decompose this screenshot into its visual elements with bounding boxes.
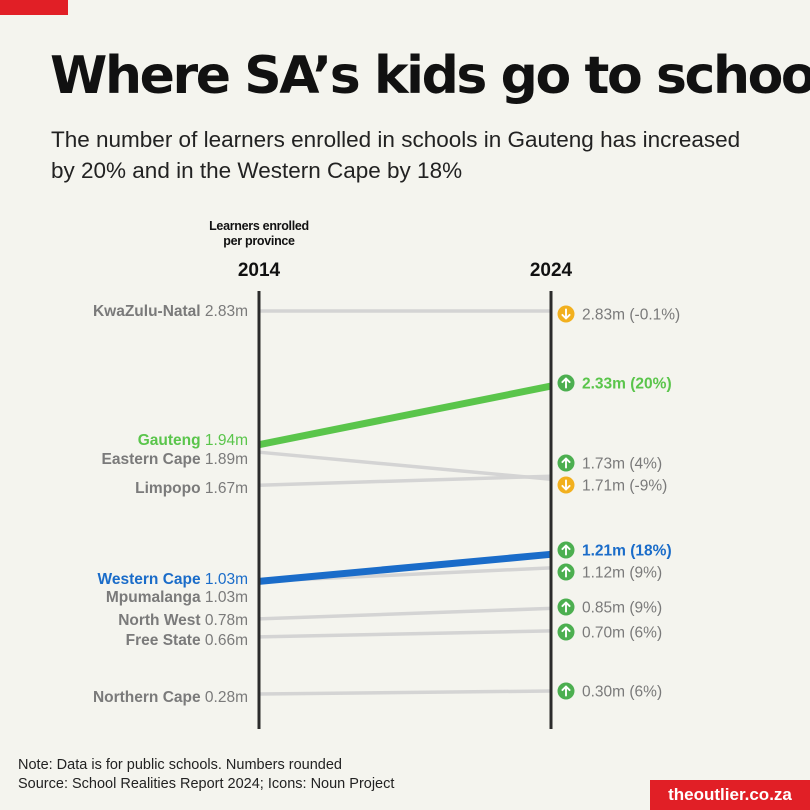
slope-line-western-cape bbox=[258, 550, 552, 585]
label-2014-limpopo: Limpopo 1.67m bbox=[135, 480, 248, 497]
label-2024-mpumalanga: 1.12m (9%) bbox=[582, 565, 662, 582]
province-name: Free State bbox=[126, 632, 205, 649]
province-name: Northern Cape bbox=[93, 689, 205, 706]
province-name: North West bbox=[118, 612, 205, 629]
arrow-up-icon-western-cape bbox=[557, 541, 575, 559]
brand-accent-bar bbox=[0, 0, 68, 15]
province-name: Limpopo bbox=[135, 480, 205, 497]
arrow-up-icon-northern-cape bbox=[557, 682, 575, 700]
label-2014-mpumalanga: Mpumalanga 1.03m bbox=[106, 589, 248, 606]
value-2014: 1.67m bbox=[205, 480, 248, 497]
chart-title: Where SA’s kids go to school bbox=[50, 46, 810, 106]
slope-line-limpopo bbox=[258, 474, 552, 487]
icon-arrow bbox=[561, 479, 571, 491]
note-text: Note: Data is for public schools. Number… bbox=[18, 757, 342, 773]
slope-line-eastern-cape bbox=[258, 450, 552, 481]
label-2024-kwazulu-natal: 2.83m (-0.1%) bbox=[582, 307, 680, 324]
label-2014-kwazulu-natal: KwaZulu-Natal 2.83m bbox=[93, 303, 248, 320]
icon-arrow bbox=[561, 601, 571, 613]
arrow-up-icon-north-west bbox=[557, 598, 575, 616]
value-2014: 0.78m bbox=[205, 612, 248, 629]
icon-arrow bbox=[561, 544, 571, 556]
icon-arrow bbox=[561, 377, 571, 389]
year-label-2014: 2014 bbox=[238, 260, 281, 281]
value-2014: 1.94m bbox=[205, 432, 248, 449]
label-2024-northern-cape: 0.30m (6%) bbox=[582, 684, 662, 701]
chart-subtitle: The number of learners enrolled in schoo… bbox=[51, 127, 741, 183]
icon-arrow bbox=[561, 457, 571, 469]
label-2014-north-west: North West 0.78m bbox=[118, 612, 248, 629]
label-2014-eastern-cape: Eastern Cape 1.89m bbox=[102, 451, 248, 468]
province-name: KwaZulu-Natal bbox=[93, 303, 205, 320]
value-2014: 1.03m bbox=[205, 571, 248, 588]
province-name: Mpumalanga bbox=[106, 589, 205, 606]
label-2024-limpopo: 1.73m (4%) bbox=[582, 456, 662, 473]
slope-line-gauteng bbox=[258, 382, 552, 449]
value-2014: 0.28m bbox=[205, 689, 248, 706]
slope-line-northern-cape bbox=[258, 689, 552, 696]
label-2014-western-cape: Western Cape 1.03m bbox=[98, 571, 248, 588]
label-2024-north-west: 0.85m (9%) bbox=[582, 600, 662, 617]
slope-line-free-state bbox=[258, 629, 552, 639]
icon-arrow bbox=[561, 308, 571, 320]
value-2014: 1.89m bbox=[205, 451, 248, 468]
source-text: Source: School Realities Report 2024; Ic… bbox=[18, 776, 395, 792]
arrow-up-icon-mpumalanga bbox=[557, 563, 575, 581]
axis-caption-line-1: Learners enrolled bbox=[209, 219, 309, 233]
brand-logo[interactable]: theoutlier.co.za bbox=[650, 780, 810, 810]
label-2024-gauteng: 2.33m (20%) bbox=[582, 376, 672, 393]
slope-line-north-west bbox=[258, 606, 552, 621]
value-2014: 1.03m bbox=[205, 589, 248, 606]
arrow-up-icon-gauteng bbox=[557, 374, 575, 392]
label-2014-gauteng: Gauteng 1.94m bbox=[138, 432, 248, 449]
label-2014-free-state: Free State 0.66m bbox=[126, 632, 248, 649]
icon-arrow bbox=[561, 626, 571, 638]
value-2014: 0.66m bbox=[205, 632, 248, 649]
arrow-up-icon-limpopo bbox=[557, 454, 575, 472]
icon-arrow bbox=[561, 685, 571, 697]
province-name: Eastern Cape bbox=[102, 451, 205, 468]
label-2024-western-cape: 1.21m (18%) bbox=[582, 543, 672, 560]
arrow-up-icon-free-state bbox=[557, 623, 575, 641]
footnote: Note: Data is for public schools. Number… bbox=[18, 756, 394, 794]
province-name: Gauteng bbox=[138, 432, 205, 449]
arrow-down-icon-eastern-cape bbox=[557, 476, 575, 494]
label-2024-free-state: 0.70m (6%) bbox=[582, 625, 662, 642]
label-2024-eastern-cape: 1.71m (-9%) bbox=[582, 478, 667, 495]
icon-arrow bbox=[561, 566, 571, 578]
label-2014-northern-cape: Northern Cape 0.28m bbox=[93, 689, 248, 706]
value-2014: 2.83m bbox=[205, 303, 248, 320]
axis-caption-line-2: per province bbox=[223, 234, 295, 248]
year-label-2024: 2024 bbox=[530, 260, 573, 281]
province-name: Western Cape bbox=[98, 571, 205, 588]
arrow-down-icon-kwazulu-natal bbox=[557, 305, 575, 323]
